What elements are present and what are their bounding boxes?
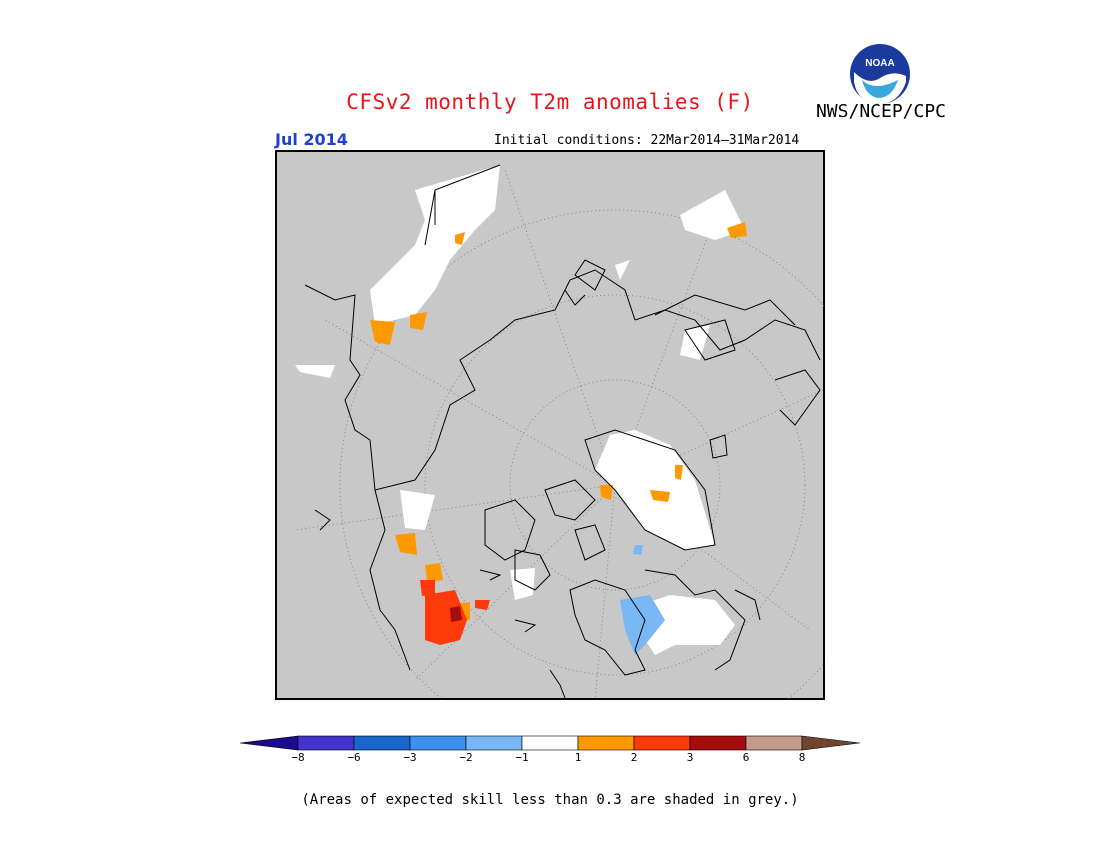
legend-swatch <box>689 735 747 751</box>
legend-arrow-high <box>801 735 861 751</box>
below-normal-regions <box>620 545 665 655</box>
legend-tick-label: −1 <box>515 751 528 763</box>
legend-tick-label: 1 <box>575 751 582 763</box>
legend-swatch <box>521 735 579 751</box>
legend-swatch <box>745 735 803 751</box>
coastlines <box>304 164 821 699</box>
legend-tick-label: 3 <box>687 751 694 763</box>
noaa-logo: NOAA <box>850 44 910 104</box>
color-scale-legend: −8 −6 −3 −2 −1 1 2 3 6 8 <box>239 735 861 763</box>
legend-tick-label: −3 <box>403 751 416 763</box>
legend-swatch <box>297 735 355 751</box>
legend-swatch <box>577 735 635 751</box>
legend-swatch <box>409 735 467 751</box>
legend-tick-label: −6 <box>347 751 360 763</box>
initial-conditions: Initial conditions: 22Mar2014–31Mar2014 <box>494 133 800 148</box>
skill-mask-note: (Areas of expected skill less than 0.3 a… <box>301 792 799 808</box>
legend-tick-label: −8 <box>291 751 304 763</box>
legend-tick-label: 6 <box>743 751 750 763</box>
chart-title: CFSv2 monthly T2m anomalies (F) <box>346 90 754 114</box>
legend-tick-label: −2 <box>459 751 472 763</box>
warm-anomaly-3-6 <box>450 606 462 622</box>
legend-swatch <box>353 735 411 751</box>
warm-anomaly-2-3 <box>420 580 490 645</box>
agency-label: NWS/NCEP/CPC <box>815 101 947 122</box>
legend-tick-label: 2 <box>631 751 638 763</box>
polar-stereographic-map <box>275 150 825 700</box>
legend-swatch <box>633 735 691 751</box>
legend-arrow-low <box>239 735 299 751</box>
legend-swatch <box>465 735 523 751</box>
svg-text:NOAA: NOAA <box>865 58 894 69</box>
legend-tick-label: 8 <box>799 751 806 763</box>
target-month: Jul 2014 <box>275 130 348 149</box>
